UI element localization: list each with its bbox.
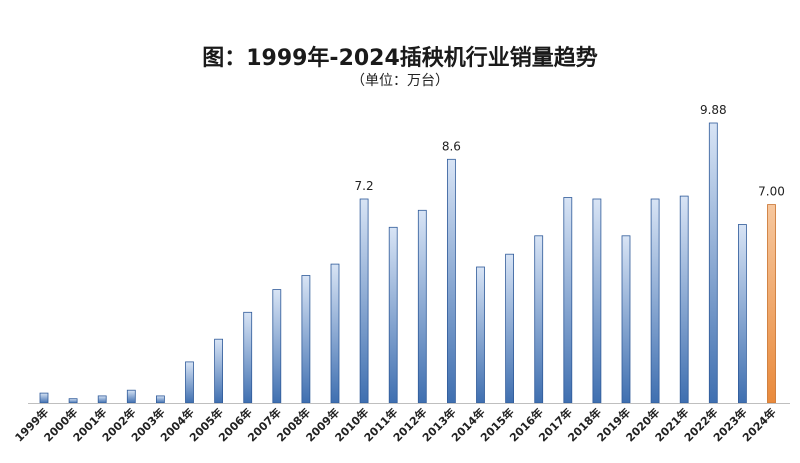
data-label: 8.6 [442,139,461,153]
chart-subtitle: （单位：万台） [351,73,449,89]
bar-2000年 [68,398,78,404]
bar-2004年 [185,361,194,404]
bar-2006年 [243,311,253,404]
chart-title: 图：1999年-2024插秧机行业销量趋势 [202,46,598,71]
bar-2019年 [621,235,631,404]
bar-2013年 [446,158,456,404]
bar-2016年 [534,235,544,404]
bar-2014年 [476,266,485,404]
bar-2002年 [126,389,136,404]
bar-2001年 [97,395,107,404]
bar-2024年 [767,204,776,404]
bar-2003年 [155,395,165,404]
data-label: 7.2 [355,179,374,193]
bar-2010年 [359,198,369,404]
bar-2021年 [679,195,689,404]
bar-2023年 [738,224,747,404]
bar-1999年 [39,392,49,404]
bar-2009年 [330,263,340,404]
bar-2005年 [214,338,224,404]
bar-2011年 [388,226,398,404]
bar-2017年 [563,197,573,404]
bar-2007年 [272,289,282,404]
bar-2008年 [301,275,311,404]
bar-2020年 [650,198,660,404]
data-label: 9.88 [700,103,727,117]
bar-2018年 [592,198,602,404]
data-label: 7.00 [758,185,785,199]
bar-2012年 [417,209,427,404]
bar-2022年 [708,122,718,404]
bar-2015年 [505,253,515,404]
